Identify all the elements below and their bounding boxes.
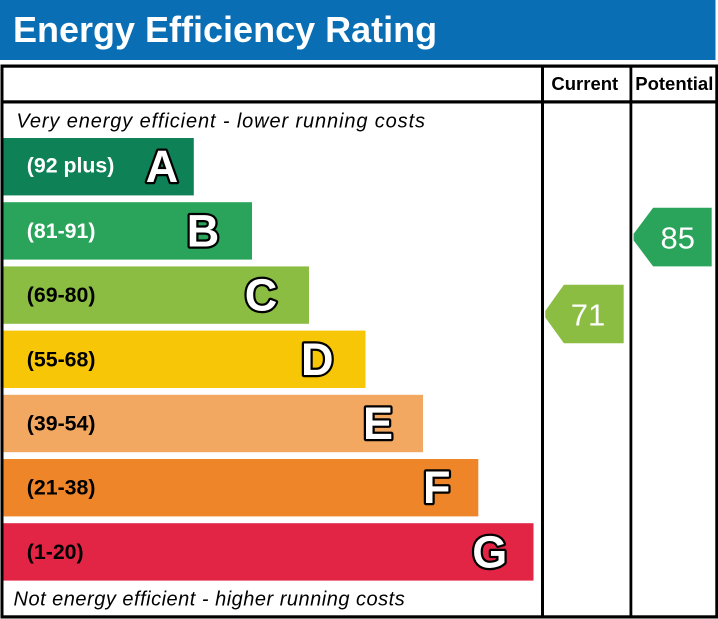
svg-text:A: A [146,141,179,192]
svg-text:(55-68): (55-68) [27,347,96,371]
svg-text:71: 71 [571,297,605,332]
svg-text:Not energy efficient - higher: Not energy efficient - higher running co… [14,589,406,611]
svg-text:(39-54): (39-54) [27,412,96,436]
svg-text:E: E [363,398,393,449]
svg-text:(1-20): (1-20) [27,540,84,564]
svg-text:(69-80): (69-80) [27,283,96,307]
svg-text:B: B [187,205,220,256]
svg-text:(81-91): (81-91) [27,219,96,243]
svg-text:G: G [472,526,507,577]
svg-text:Current: Current [551,73,618,94]
svg-text:Energy Efficiency Rating: Energy Efficiency Rating [13,9,437,50]
svg-text:(21-38): (21-38) [27,476,96,500]
svg-text:85: 85 [661,220,695,255]
svg-text:F: F [423,462,451,513]
svg-text:D: D [301,334,334,385]
svg-text:Very energy efficient - lower: Very energy efficient - lower running co… [16,111,426,133]
svg-text:Potential: Potential [635,73,713,94]
svg-text:C: C [245,270,278,321]
svg-text:(92 plus): (92 plus) [27,153,115,177]
